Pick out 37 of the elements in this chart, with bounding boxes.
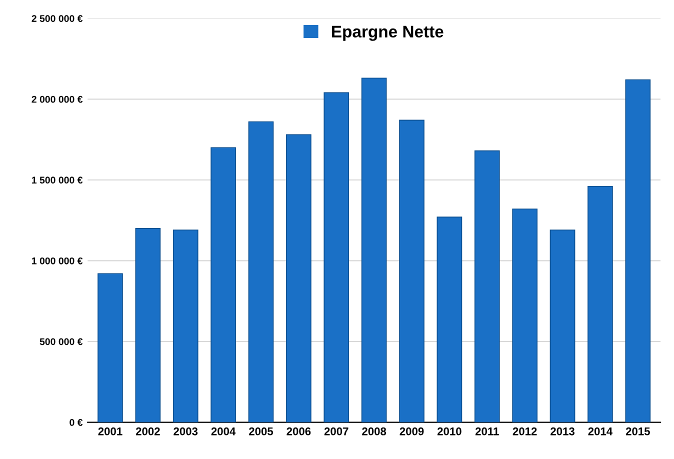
y-tick-label: 1 500 000 €	[32, 176, 83, 184]
y-tick-label: 500 000 €	[40, 338, 83, 346]
bar	[399, 120, 424, 422]
bar	[210, 147, 236, 422]
legend-label: Epargne Nette	[332, 26, 444, 41]
bar	[625, 79, 651, 422]
y-tick-label: 0 €	[70, 419, 83, 426]
x-tick-label: 2014	[588, 427, 613, 436]
bar	[550, 230, 576, 422]
bar	[286, 134, 312, 422]
bar	[248, 121, 274, 422]
bar	[588, 186, 613, 422]
x-tick-label: 2011	[475, 427, 499, 436]
x-tick-label: 2015	[626, 427, 650, 436]
x-tick-label: 2001	[98, 427, 122, 436]
y-tick-label: 1 000 000 €	[32, 257, 83, 264]
bar	[512, 208, 538, 422]
x-tick-label: 2009	[400, 427, 424, 436]
x-tick-label: 2006	[286, 427, 311, 436]
bar	[172, 230, 198, 422]
bar	[361, 78, 387, 422]
bar	[135, 228, 161, 422]
bar	[436, 216, 462, 422]
x-tick-label: 2004	[211, 427, 236, 436]
bar	[324, 92, 350, 422]
bar	[474, 150, 500, 422]
x-tick-label: 2013	[550, 427, 574, 436]
y-tick-label: 2 000 000 €	[32, 96, 83, 103]
bar	[98, 273, 123, 422]
x-tick-label: 2005	[249, 427, 274, 436]
x-tick-label: 2007	[324, 427, 348, 436]
x-tick-label: 2008	[362, 427, 386, 436]
x-tick-label: 2010	[437, 427, 462, 436]
x-tick-label: 2003	[174, 427, 198, 436]
x-tick-label: 2002	[136, 427, 160, 436]
y-tick-label: 2 500 000 €	[32, 15, 83, 22]
x-tick-label: 2012	[512, 427, 537, 436]
